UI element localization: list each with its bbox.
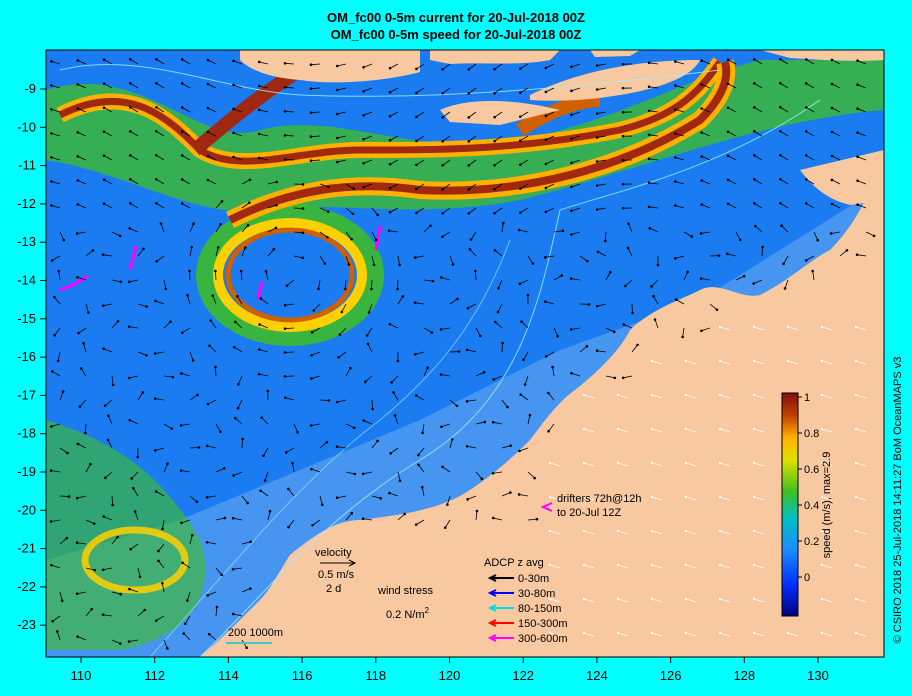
colorbar-tick-label: 0.8 bbox=[804, 428, 819, 440]
latitude-tick-label: -14 bbox=[17, 273, 36, 288]
colorbar-tick-label: 1 bbox=[804, 392, 810, 404]
longitude-tick-label: 126 bbox=[660, 668, 682, 683]
latitude-tick-label: -18 bbox=[17, 426, 36, 441]
longitude-tick-label: 118 bbox=[365, 668, 386, 683]
colorbar-tick-label: 0.6 bbox=[804, 464, 819, 476]
colorbar-tick-label: 0 bbox=[804, 572, 810, 584]
colorbar-ticks: 1 0.8 0.6 0.4 0.2 0 bbox=[798, 392, 819, 584]
adcp-legend-label: 150-300m bbox=[518, 618, 568, 630]
latitude-tick-label: -11 bbox=[18, 158, 36, 173]
credit-text: © CSIRO 2018 25-Jul-2018 14:11:27 BoM Oc… bbox=[892, 356, 904, 644]
adcp-legend-items: 0-30m 30-80m 80-150m 150-300m 300-600m bbox=[487, 573, 568, 645]
colorbar-label: speed (m/s), max=2.9 bbox=[821, 451, 833, 559]
adcp-legend-label: 80-150m bbox=[518, 603, 561, 615]
bathymetry-scale-label: 200 1000m bbox=[228, 627, 283, 639]
velocity-legend-speed: 0.5 m/s bbox=[318, 569, 355, 581]
latitude-tick-label: -15 bbox=[17, 311, 36, 326]
map-subtitle: OM_fc00 0-5m speed for 20-Jul-2018 00Z bbox=[330, 27, 582, 42]
map-plot-area bbox=[46, 50, 884, 657]
adcp-legend-label: 30-80m bbox=[518, 588, 555, 600]
longitude-tick-label: 122 bbox=[512, 668, 534, 683]
wind-legend-title: wind stress bbox=[377, 585, 434, 597]
adcp-legend-title: ADCP z avg bbox=[484, 557, 544, 569]
longitude-axis: 110 112 114 116 118 120 122 124 126 128 130 bbox=[71, 657, 829, 683]
latitude-tick-label: -22 bbox=[17, 579, 36, 594]
latitude-tick-label: -12 bbox=[17, 196, 36, 211]
wind-legend-value: 0.2 N/m2 bbox=[386, 606, 430, 621]
colorbar-tick-label: 0.4 bbox=[804, 500, 819, 512]
latitude-tick-label: -9 bbox=[24, 81, 36, 96]
latitude-tick-label: -20 bbox=[17, 502, 36, 517]
latitude-tick-label: -23 bbox=[17, 617, 36, 632]
velocity-legend-title: velocity bbox=[315, 547, 352, 559]
longitude-tick-label: 128 bbox=[733, 668, 755, 683]
drifter-legend-line2: to 20-Jul 12Z bbox=[557, 507, 621, 519]
latitude-tick-label: -21 bbox=[17, 541, 36, 556]
velocity-legend-duration: 2 d bbox=[326, 583, 341, 595]
drifter-legend-arrow bbox=[540, 502, 553, 512]
adcp-legend-label: 0-30m bbox=[518, 573, 549, 585]
map-title: OM_fc00 0-5m current for 20-Jul-2018 00Z bbox=[327, 10, 585, 25]
current-arrows bbox=[49, 57, 876, 650]
longitude-tick-label: 120 bbox=[439, 668, 461, 683]
longitude-tick-label: 110 bbox=[71, 668, 92, 683]
latitude-tick-label: -13 bbox=[17, 234, 36, 249]
longitude-tick-label: 130 bbox=[807, 668, 829, 683]
adcp-legend-label: 300-600m bbox=[518, 633, 568, 645]
drifter-legend-line1: drifters 72h@12h bbox=[557, 493, 642, 505]
longitude-tick-label: 114 bbox=[218, 668, 239, 683]
latitude-tick-label: -17 bbox=[17, 387, 36, 402]
latitude-tick-label: -16 bbox=[17, 349, 36, 364]
colorbar-tick-label: 0.2 bbox=[804, 536, 819, 548]
longitude-tick-label: 112 bbox=[144, 668, 165, 683]
longitude-tick-label: 116 bbox=[292, 668, 313, 683]
longitude-tick-label: 124 bbox=[586, 668, 608, 683]
latitude-axis: -9 -10 -11 -12 -13 -14 -15 -16 -17 -18 -19 -20 -21 -2… bbox=[17, 81, 46, 632]
latitude-tick-label: -19 bbox=[17, 464, 36, 479]
latitude-tick-label: -10 bbox=[17, 119, 36, 134]
colorbar bbox=[781, 392, 799, 617]
